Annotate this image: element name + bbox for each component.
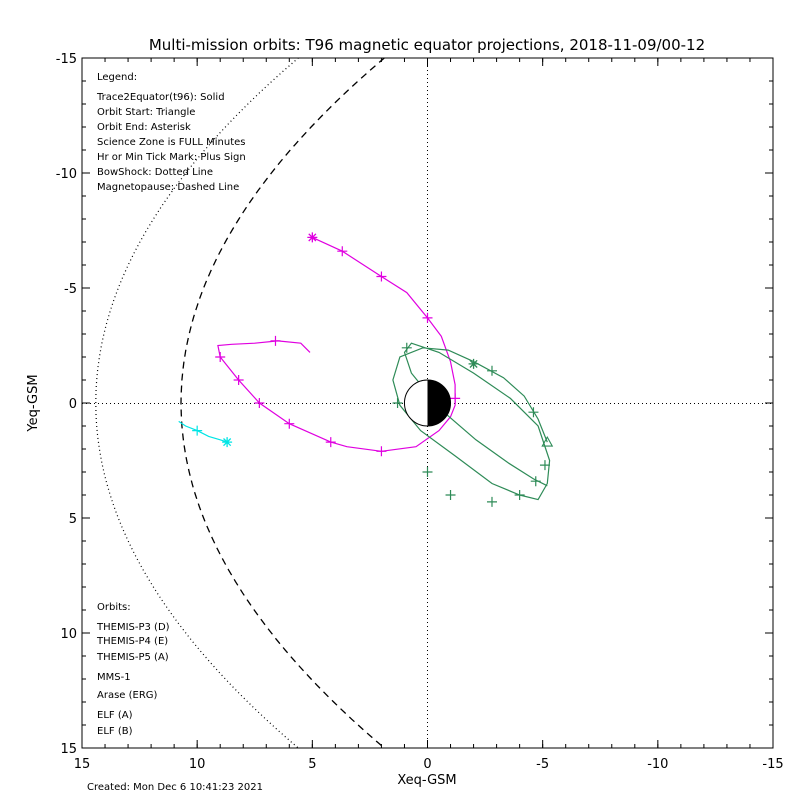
orbits-heading: Orbits:	[97, 602, 131, 613]
orbit-legend-entry: MMS-1	[97, 672, 131, 683]
legend-line: BowShock: Dotted Line	[97, 167, 213, 178]
orbit-tick-mark	[254, 398, 265, 408]
orbit-tick-mark	[376, 446, 387, 457]
y-tick-label: -10	[56, 167, 77, 182]
orbit-legend-entry: ELF (A)	[97, 710, 133, 721]
y-tick-label: -15	[56, 52, 77, 67]
boundary-layer	[95, 58, 386, 748]
orbit-end-marker	[307, 232, 318, 243]
x-tick-label: 0	[423, 757, 431, 772]
y-tick-label: -5	[64, 282, 77, 297]
orbit-end-marker	[222, 437, 233, 448]
earth	[403, 379, 452, 427]
legend-line: Trace2Equator(t96): Solid	[96, 92, 225, 103]
y-tick-label: 0	[69, 397, 77, 412]
y-tick-label: 5	[69, 512, 77, 527]
orbit-tick-mark	[401, 342, 412, 353]
x-axis: 15 10 5 0 -5 -10 -15	[74, 58, 784, 772]
orbit-legend-entry: THEMIS-P4 (E)	[96, 636, 168, 647]
orbit-tick-mark	[486, 496, 497, 507]
legend-box: Legend: Trace2Equator(t96): Solid Orbit …	[96, 72, 246, 193]
orbit-tick-mark	[539, 460, 550, 471]
y-axis-label: Yeq-GSM	[26, 374, 41, 432]
orbit-tick-mark	[192, 425, 203, 436]
created-timestamp: Created: Mon Dec 6 10:41:23 2021	[87, 782, 263, 793]
orbit-tick-mark	[284, 418, 295, 429]
bowshock-curve	[95, 58, 300, 748]
orbit-legend: Orbits: THEMIS-P3 (D) THEMIS-P4 (E) THEM…	[96, 602, 170, 737]
orbit-tick-mark	[514, 490, 525, 500]
legend-heading: Legend:	[97, 72, 137, 83]
x-tick-label: 10	[189, 757, 206, 772]
orbit-tick-mark	[450, 393, 461, 404]
orbit-tick-mark	[376, 271, 387, 282]
x-tick-label: 15	[74, 757, 91, 772]
x-tick-label: 5	[308, 757, 316, 772]
orbit-end-marker	[468, 358, 479, 369]
orbit-legend-entry: Arase (ERG)	[97, 690, 158, 701]
y-axis: -15 -10 -5 0 5 10 15	[56, 52, 773, 757]
legend-line: Science Zone is FULL Minutes	[97, 137, 246, 148]
orbit-tick-mark	[392, 398, 403, 408]
orbit-tick-mark	[528, 407, 539, 418]
orbit-tick-mark	[422, 312, 433, 323]
orbit-legend-entry: THEMIS-P3 (D)	[96, 622, 170, 633]
orbit-tick-mark	[337, 246, 348, 257]
orbit-path	[178, 420, 228, 443]
orbit-legend-entry: ELF (B)	[97, 726, 133, 737]
magnetopause-curve	[180, 58, 386, 748]
legend-line: Magnetopause: Dashed Line	[97, 182, 239, 193]
orbit-tick-mark	[445, 490, 456, 500]
orbit-tick-mark	[233, 375, 244, 385]
earth-night-side	[427, 379, 451, 427]
x-tick-label: -15	[762, 757, 783, 772]
orbit-tick-mark	[325, 437, 336, 448]
legend-line: Orbit End: Asterisk	[97, 122, 191, 133]
orbit-legend-entry: THEMIS-P5 (A)	[96, 652, 169, 663]
y-tick-label: 10	[60, 627, 77, 642]
orbit-tick-mark	[422, 467, 433, 477]
legend-line: Hr or Min Tick Mark: Plus Sign	[97, 152, 246, 163]
x-tick-label: -5	[536, 757, 549, 772]
orbit-start-marker	[541, 435, 554, 447]
orbit-tick-mark	[530, 476, 541, 487]
y-tick-label: 15	[60, 742, 77, 757]
orbit-tick-mark	[270, 335, 281, 346]
x-axis-label: Xeq-GSM	[397, 773, 456, 788]
legend-line: Orbit Start: Triangle	[97, 107, 195, 118]
chart-title: Multi-mission orbits: T96 magnetic equat…	[149, 36, 705, 54]
orbit-tick-mark	[486, 365, 497, 376]
orbit-layer	[178, 232, 554, 507]
orbit-tick-mark	[215, 352, 226, 362]
x-tick-label: -10	[647, 757, 668, 772]
